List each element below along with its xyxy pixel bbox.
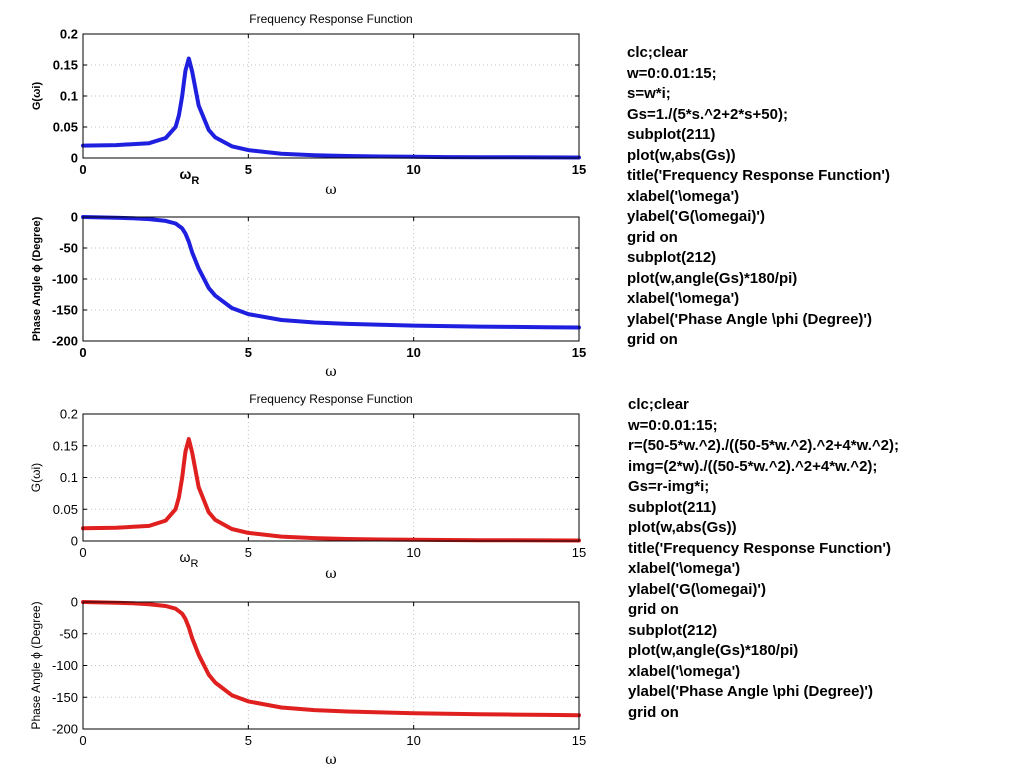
y-axis-label: G(ωi) xyxy=(31,82,43,111)
axes-frame xyxy=(82,413,580,542)
x-tick-label: 15 xyxy=(572,162,586,177)
code-line: xlabel('\omega') xyxy=(628,662,741,680)
chart-title: Frequency Response Function xyxy=(249,12,412,26)
x-tick-label: 15 xyxy=(572,733,586,748)
x-tick-label: 0 xyxy=(79,162,86,177)
y-tick-label: -150 xyxy=(52,690,78,705)
series-line xyxy=(81,215,581,330)
x-tick-label: 0 xyxy=(79,345,86,360)
y-tick-label: 0 xyxy=(71,534,78,549)
x-tick-label: 15 xyxy=(572,345,586,360)
code-line: subplot(211) xyxy=(627,126,716,143)
y-tick-label: 0.05 xyxy=(53,120,78,135)
code-line: clc;clear xyxy=(628,396,689,413)
code-line: xlabel('\omega') xyxy=(627,187,740,205)
code-line: plot(w,abs(Gs)) xyxy=(627,146,736,164)
code-line: xlabel('\omega') xyxy=(628,560,741,577)
chart-panel-2: 0 5 10 15 0 -50 -100 -150 -200 ω Phase Angle ϕ (De… xyxy=(31,210,586,381)
y-tick-label: -150 xyxy=(52,303,78,318)
x-tick-label: 0 xyxy=(79,545,86,560)
y-tick-label: 0.05 xyxy=(53,502,78,517)
y-axis-label: Phase Angle ϕ (Degree) xyxy=(31,216,43,341)
series-line xyxy=(81,600,581,718)
x-axis-label: ω xyxy=(325,182,336,198)
series-line xyxy=(81,437,581,543)
code-line: ylabel('G(\omegai)') xyxy=(627,208,765,225)
code-line: plot(w,angle(Gs)*180/pi) xyxy=(627,269,798,287)
y-tick-label: 0.2 xyxy=(60,27,78,42)
y-tick-label: -100 xyxy=(52,658,78,673)
x-tick-label: 15 xyxy=(572,545,586,560)
code-line: w=0:0.01:15; xyxy=(627,64,717,82)
axes-frame xyxy=(82,33,580,159)
code-line: Gs=r-img*i; xyxy=(628,478,710,495)
axes-frame xyxy=(82,216,580,342)
x-tick-label: 5 xyxy=(245,162,252,177)
code-line: subplot(211) xyxy=(628,498,717,516)
code-line: ylabel('G(\omegai)') xyxy=(628,580,766,598)
y-tick-label: 0 xyxy=(71,210,78,225)
code-line: ylabel('Phase Angle \phi (Degree)') xyxy=(627,310,872,328)
y-tick-label: 0.1 xyxy=(60,470,78,485)
y-axis-label: Phase Angle ϕ (Degree) xyxy=(29,601,43,729)
x-tick-label: 10 xyxy=(406,733,420,748)
y-tick-label: 0.1 xyxy=(60,89,78,104)
code-line: subplot(212) xyxy=(627,249,717,266)
resonance-annotation: ωR xyxy=(180,549,199,570)
chart-panel-1: 0 5 10 15 0 0.05 0.1 0.15 0.2 Frequency Response … xyxy=(31,12,586,198)
code-listing-2: clc;clear w=0:0.01:15; r=(50-5*w.^2)./((50… xyxy=(628,395,899,723)
chart-title: Frequency Response Function xyxy=(249,392,412,406)
y-tick-label: 0.15 xyxy=(53,58,78,73)
y-tick-label: -200 xyxy=(52,722,78,737)
code-line: title('Frequency Response Function') xyxy=(628,539,891,557)
x-tick-label: 10 xyxy=(406,162,420,177)
resonance-annotation: ωR xyxy=(180,166,200,187)
x-tick-label: 5 xyxy=(245,545,252,560)
x-tick-label: 5 xyxy=(245,345,252,360)
y-tick-label: -100 xyxy=(52,272,78,287)
code-line: subplot(212) xyxy=(628,621,718,639)
y-tick-label: 0.15 xyxy=(53,438,78,453)
code-line: grid on xyxy=(627,228,678,246)
code-line: title('Frequency Response Function') xyxy=(627,167,890,184)
y-tick-label: -50 xyxy=(59,241,78,256)
code-line: xlabel('\omega') xyxy=(627,290,740,307)
chart-panel-3: 0 5 10 15 0 0.05 0.1 0.15 0.2 Frequency Response … xyxy=(29,392,586,582)
code-line: img=(2*w)./((50-5*w.^2).^2+4*w.^2); xyxy=(628,457,878,475)
y-tick-label: -200 xyxy=(52,334,78,349)
code-line: r=(50-5*w.^2)./((50-5*w.^2).^2+4*w.^2); xyxy=(628,437,899,454)
code-line: grid on xyxy=(628,601,679,618)
x-tick-label: 10 xyxy=(406,345,420,360)
x-tick-label: 5 xyxy=(245,733,252,748)
y-tick-label: 0 xyxy=(71,595,78,610)
code-line: plot(w,angle(Gs)*180/pi) xyxy=(628,642,799,659)
code-line: s=w*i; xyxy=(627,85,671,102)
y-axis-label: G(ωi) xyxy=(29,463,43,492)
x-axis-label: ω xyxy=(325,364,336,380)
code-line: Gs=1./(5*s.^2+2*s+50); xyxy=(627,105,788,123)
x-axis-label: ω xyxy=(325,752,336,768)
y-tick-label: -50 xyxy=(59,626,78,641)
y-tick-label: 0 xyxy=(71,151,78,166)
y-tick-label: 0.2 xyxy=(60,407,78,422)
x-axis-label: ω xyxy=(325,566,336,582)
code-listing-1: clc;clear w=0:0.01:15; s=w*i; Gs=1./(5*s.^2… xyxy=(627,43,890,351)
code-line: plot(w,abs(Gs)) xyxy=(628,519,737,536)
code-line: ylabel('Phase Angle \phi (Degree)') xyxy=(628,683,873,700)
code-line: grid on xyxy=(628,703,679,721)
series-line xyxy=(81,56,581,160)
code-line: grid on xyxy=(627,331,678,348)
chart-panel-4: 0 5 10 15 0 -50 -100 -150 -200 ω Phase Angle ϕ (De… xyxy=(29,595,586,768)
axes-frame xyxy=(82,601,580,730)
code-line: clc;clear xyxy=(627,44,688,61)
x-tick-label: 0 xyxy=(79,733,86,748)
code-line: w=0:0.01:15; xyxy=(628,416,718,434)
x-tick-label: 10 xyxy=(406,545,420,560)
